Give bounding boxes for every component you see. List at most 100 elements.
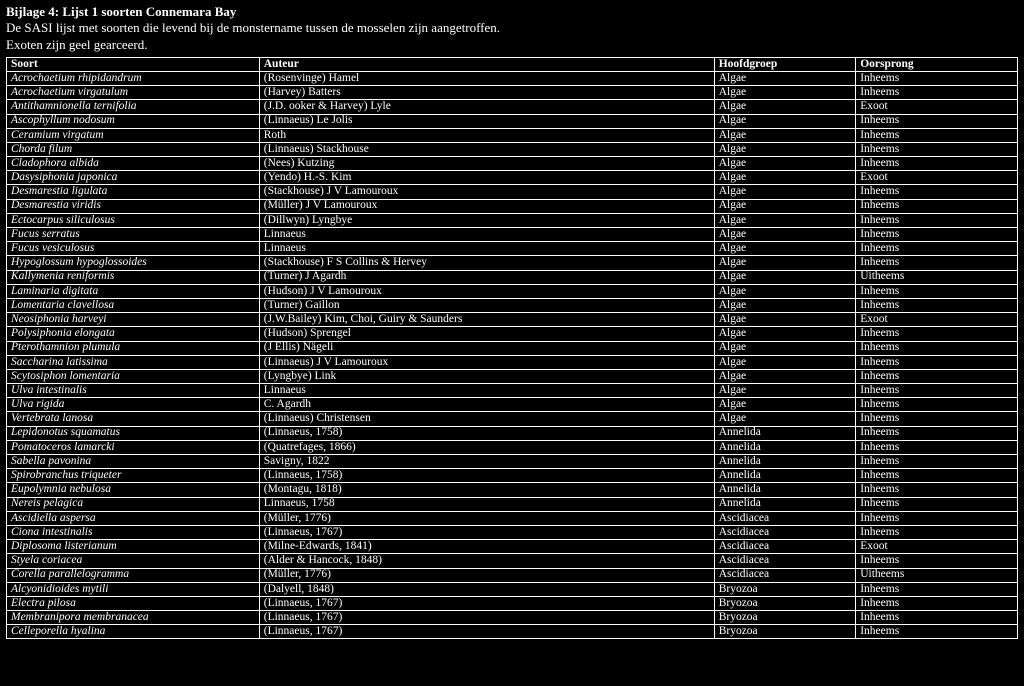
table-cell: (Müller, 1776) — [259, 511, 714, 525]
table-cell: Pomatoceros lamarcki — [7, 440, 260, 454]
table-cell: Chorda filum — [7, 142, 260, 156]
table-cell: Linnaeus, 1758 — [259, 497, 714, 511]
table-row: Ascophyllum nodosum(Linnaeus) Le JolisAl… — [7, 114, 1018, 128]
table-cell: Ascidiacea — [714, 568, 856, 582]
table-cell: Pterothamnion plumula — [7, 341, 260, 355]
table-cell: (Milne-Edwards, 1841) — [259, 540, 714, 554]
table-cell: Annelida — [714, 469, 856, 483]
table-cell: Inheems — [856, 128, 1018, 142]
header-line2: De SASI lijst met soorten die levend bij… — [6, 20, 1018, 36]
table-row: Ceramium virgatumRothAlgaeInheems — [7, 128, 1018, 142]
table-cell: Diplosoma listerianum — [7, 540, 260, 554]
table-cell: Roth — [259, 128, 714, 142]
table-cell: Ciona intestinalis — [7, 525, 260, 539]
table-row: Dasysiphonia japonica(Yendo) H.-S. KimAl… — [7, 171, 1018, 185]
table-cell: Inheems — [856, 256, 1018, 270]
table-row: Styela coriacea(Alder & Hancock, 1848)As… — [7, 554, 1018, 568]
table-cell: Inheems — [856, 228, 1018, 242]
table-cell: Inheems — [856, 71, 1018, 85]
table-cell: (Linnaeus, 1767) — [259, 625, 714, 639]
table-cell: Algae — [714, 128, 856, 142]
table-cell: Inheems — [856, 341, 1018, 355]
table-row: Hypoglossum hypoglossoides(Stackhouse) F… — [7, 256, 1018, 270]
table-cell: Annelida — [714, 440, 856, 454]
table-cell: Inheems — [856, 114, 1018, 128]
table-cell: (Hudson) Sprengel — [259, 327, 714, 341]
table-row: Spirobranchus triqueter(Linnaeus, 1758)A… — [7, 469, 1018, 483]
col-hoofdgroep: Hoofdgroep — [714, 57, 856, 71]
table-cell: Styela coriacea — [7, 554, 260, 568]
table-cell: Fucus vesiculosus — [7, 242, 260, 256]
table-cell: Inheems — [856, 426, 1018, 440]
table-cell: Inheems — [856, 199, 1018, 213]
table-cell: Inheems — [856, 497, 1018, 511]
table-cell: Algae — [714, 86, 856, 100]
table-cell: (J Ellis) Nägeli — [259, 341, 714, 355]
table-cell: Algae — [714, 185, 856, 199]
table-row: Ascidiella aspersa(Müller, 1776)Ascidiac… — [7, 511, 1018, 525]
table-cell: Ceramium virgatum — [7, 128, 260, 142]
table-cell: (Hudson) J V Lamouroux — [259, 284, 714, 298]
table-cell: Inheems — [856, 327, 1018, 341]
header-title: Bijlage 4: Lijst 1 soorten Connemara Bay — [6, 4, 1018, 20]
table-cell: Neosiphonia harveyi — [7, 313, 260, 327]
table-row: Polysiphonia elongata(Hudson) SprengelAl… — [7, 327, 1018, 341]
table-cell: Alcyonidioides mytili — [7, 582, 260, 596]
table-row: Fucus serratusLinnaeusAlgaeInheems — [7, 228, 1018, 242]
table-cell: Inheems — [856, 284, 1018, 298]
table-row: Ulva intestinalisLinnaeusAlgaeInheems — [7, 384, 1018, 398]
table-cell: Inheems — [856, 525, 1018, 539]
table-cell: (Linnaeus) Christensen — [259, 412, 714, 426]
table-cell: Algae — [714, 256, 856, 270]
table-cell: Inheems — [856, 455, 1018, 469]
table-cell: (Harvey) Batters — [259, 86, 714, 100]
table-row: Acrochaetium virgatulum(Harvey) BattersA… — [7, 86, 1018, 100]
table-row: Neosiphonia harveyi(J.W.Bailey) Kim, Cho… — [7, 313, 1018, 327]
table-row: Vertebrata lanosa(Linnaeus) ChristensenA… — [7, 412, 1018, 426]
table-cell: Corella parallelogramma — [7, 568, 260, 582]
table-cell: Celleporella hyalina — [7, 625, 260, 639]
species-table: Soort Auteur Hoofdgroep Oorsprong Acroch… — [6, 57, 1018, 640]
table-row: Corella parallelogramma(Müller, 1776)Asc… — [7, 568, 1018, 582]
table-cell: Eupolymnia nebulosa — [7, 483, 260, 497]
table-cell: (Yendo) H.-S. Kim — [259, 171, 714, 185]
table-row: Alcyonidioides mytili(Dalyell, 1848)Bryo… — [7, 582, 1018, 596]
table-cell: Annelida — [714, 497, 856, 511]
table-row: Lomentaria clavellosa(Turner) GaillonAlg… — [7, 298, 1018, 312]
table-cell: Ascidiacea — [714, 511, 856, 525]
table-cell: Inheems — [856, 355, 1018, 369]
table-row: Celleporella hyalina(Linnaeus, 1767)Bryo… — [7, 625, 1018, 639]
table-cell: Inheems — [856, 554, 1018, 568]
table-cell: (Quatrefages, 1866) — [259, 440, 714, 454]
table-cell: Dasysiphonia japonica — [7, 171, 260, 185]
table-cell: Inheems — [856, 582, 1018, 596]
table-cell: Laminaria digitata — [7, 284, 260, 298]
table-body: Acrochaetium rhipidandrum(Rosenvinge) Ha… — [7, 71, 1018, 639]
table-cell: Saccharina latissima — [7, 355, 260, 369]
table-row: Ciona intestinalis(Linnaeus, 1767)Ascidi… — [7, 525, 1018, 539]
table-cell: Algae — [714, 114, 856, 128]
table-cell: Scytosiphon lomentaria — [7, 369, 260, 383]
table-cell: Uitheems — [856, 270, 1018, 284]
table-row: Kallymenia reniformis(Turner) J AgardhAl… — [7, 270, 1018, 284]
table-cell: Bryozoa — [714, 596, 856, 610]
table-cell: Lomentaria clavellosa — [7, 298, 260, 312]
table-cell: Inheems — [856, 483, 1018, 497]
table-cell: (Dalyell, 1848) — [259, 582, 714, 596]
table-cell: Bryozoa — [714, 582, 856, 596]
table-cell: (Linnaeus, 1767) — [259, 596, 714, 610]
table-cell: (Linnaeus, 1767) — [259, 525, 714, 539]
table-cell: Algae — [714, 355, 856, 369]
table-row: Membranipora membranacea(Linnaeus, 1767)… — [7, 611, 1018, 625]
table-cell: Electra pilosa — [7, 596, 260, 610]
table-cell: Ascidiella aspersa — [7, 511, 260, 525]
table-cell: Annelida — [714, 455, 856, 469]
header-line3: Exoten zijn geel gearceerd. — [6, 37, 1018, 53]
col-soort: Soort — [7, 57, 260, 71]
table-row: Pomatoceros lamarcki(Quatrefages, 1866)A… — [7, 440, 1018, 454]
table-cell: Savigny, 1822 — [259, 455, 714, 469]
table-cell: Ulva intestinalis — [7, 384, 260, 398]
table-cell: Ulva rigida — [7, 398, 260, 412]
table-row: Ulva rigidaC. AgardhAlgaeInheems — [7, 398, 1018, 412]
table-cell: Inheems — [856, 611, 1018, 625]
